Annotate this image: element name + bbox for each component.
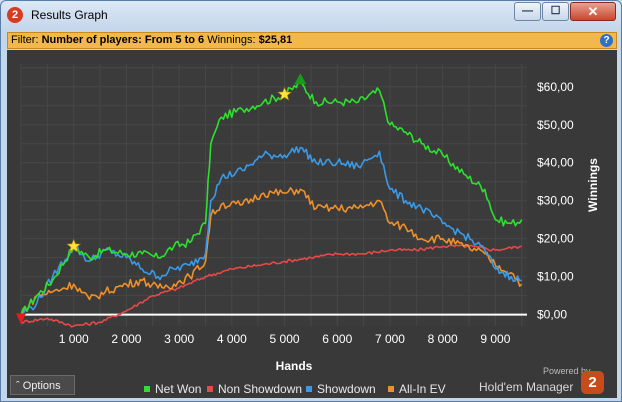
options-button[interactable]: ˆ Options: [10, 375, 75, 395]
y-tick-label: $10,00: [537, 270, 574, 284]
close-button[interactable]: ✕: [570, 2, 616, 21]
plot-area: [21, 64, 527, 326]
legend-label: Net Won: [155, 382, 202, 396]
y-tick-label: $40,00: [537, 156, 574, 170]
x-tick-label: 7 000: [375, 332, 405, 346]
low-point-triangle-icon: [16, 313, 26, 325]
series-line-net-won: [20, 80, 523, 315]
window-title: Results Graph: [31, 8, 108, 22]
x-tick-label: 3 000: [164, 332, 194, 346]
legend-label: Non Showdown: [218, 382, 303, 396]
legend-all-in-ev[interactable]: All-In EV: [388, 382, 446, 396]
y-tick-label: $20,00: [537, 232, 574, 246]
y-tick-label: $30,00: [537, 194, 574, 208]
y-axis-label: Winnings: [586, 158, 600, 212]
powered-by-text: Powered by: [543, 366, 591, 376]
all-in-ev-swatch: [388, 386, 394, 392]
showdown-swatch: [306, 386, 312, 392]
results-chart: 1 000 2 000 3 000 4 000 5 000 6 000 7 000 8 000…: [7, 50, 617, 398]
high-point-triangle-icon: [294, 73, 307, 85]
series-line-non-showdown: [20, 244, 522, 328]
y-tick-label: $50,00: [537, 118, 574, 132]
x-tick-label: 2 000: [111, 332, 141, 346]
x-axis-label: Hands: [276, 359, 313, 373]
x-tick-label: 9 000: [480, 332, 510, 346]
star-marker-icon: [277, 86, 292, 101]
minimize-button[interactable]: —: [514, 2, 541, 21]
brand-name: Hold'em Manager: [479, 380, 574, 394]
legend-label: Showdown: [317, 382, 376, 396]
minimize-icon: —: [522, 5, 533, 17]
options-label: Options: [22, 380, 61, 392]
winnings-value: $25,81: [258, 34, 293, 46]
maximize-icon: ☐: [550, 5, 561, 17]
legend-showdown[interactable]: Showdown: [306, 382, 376, 396]
title-bar[interactable]: 2 Results Graph — ☐ ✕: [1, 1, 621, 31]
legend-non-showdown[interactable]: Non Showdown: [207, 382, 302, 396]
x-tick-label: 5 000: [270, 332, 300, 346]
close-icon: ✕: [587, 4, 599, 19]
y-tick-label: $60,00: [537, 80, 574, 94]
holdem-manager-app-icon: 2: [7, 7, 23, 23]
star-marker-icon: [66, 238, 82, 253]
chevron-up-icon: ˆ: [16, 380, 20, 392]
legend-net-won[interactable]: Net Won: [144, 382, 201, 396]
holdem-manager-logo-icon: 2: [581, 371, 604, 394]
y-tick-label: $0,00: [537, 308, 567, 322]
legend-label: All-In EV: [399, 382, 446, 396]
maximize-button[interactable]: ☐: [542, 2, 569, 21]
filter-prefix: Filter:: [11, 34, 39, 46]
non-showdown-swatch: [207, 386, 213, 392]
chart-svg: 1 000 2 000 3 000 4 000 5 000 6 000 7 000 8 000…: [16, 64, 600, 373]
filter-value: Number of players: From 5 to 6: [41, 34, 205, 46]
x-tick-label: 1 000: [59, 332, 89, 346]
filter-bar[interactable]: Filter: Number of players: From 5 to 6 W…: [7, 32, 617, 49]
x-tick-label: 8 000: [428, 332, 458, 346]
winnings-label: Winnings:: [207, 34, 256, 46]
help-icon[interactable]: ?: [600, 34, 613, 47]
series-line-all-in-ev: [20, 187, 523, 316]
net-won-swatch: [144, 386, 150, 392]
x-tick-label: 4 000: [217, 332, 247, 346]
x-tick-label: 6 000: [322, 332, 352, 346]
